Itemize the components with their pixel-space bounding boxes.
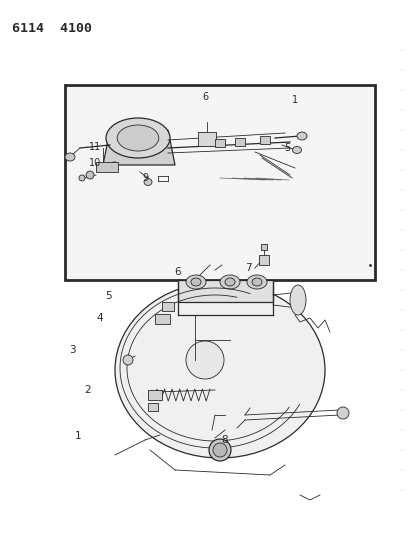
Text: 9: 9 — [142, 173, 148, 183]
Ellipse shape — [106, 118, 170, 158]
Ellipse shape — [213, 443, 227, 457]
Text: 3: 3 — [69, 345, 75, 355]
Bar — [260, 136, 270, 144]
Ellipse shape — [79, 175, 85, 181]
Text: 4: 4 — [97, 313, 103, 323]
Ellipse shape — [293, 147, 302, 154]
Bar — [96, 162, 118, 172]
Bar — [198, 132, 216, 146]
Text: 5: 5 — [105, 291, 111, 301]
Bar — [215, 139, 225, 147]
Text: 2: 2 — [85, 385, 91, 395]
Ellipse shape — [186, 275, 206, 289]
Ellipse shape — [209, 439, 231, 461]
Ellipse shape — [115, 282, 325, 458]
Text: 8: 8 — [222, 435, 228, 445]
Bar — [178, 280, 273, 302]
Polygon shape — [103, 130, 175, 165]
Ellipse shape — [144, 179, 152, 185]
Bar — [261, 244, 267, 250]
Bar — [148, 403, 158, 411]
Text: 6114  4100: 6114 4100 — [12, 22, 92, 35]
Ellipse shape — [123, 355, 133, 365]
Text: 1: 1 — [292, 95, 298, 105]
Ellipse shape — [225, 278, 235, 286]
Text: 6: 6 — [202, 92, 208, 102]
Ellipse shape — [86, 171, 94, 179]
Text: 1: 1 — [75, 431, 81, 441]
Bar — [235, 138, 245, 146]
Text: 6: 6 — [175, 267, 181, 277]
Ellipse shape — [247, 275, 267, 289]
Bar — [162, 302, 174, 311]
Ellipse shape — [65, 153, 75, 161]
Text: 7: 7 — [245, 263, 251, 273]
Ellipse shape — [186, 341, 224, 379]
Ellipse shape — [290, 285, 306, 315]
Bar — [259, 255, 269, 265]
Ellipse shape — [252, 278, 262, 286]
Ellipse shape — [117, 125, 159, 151]
Ellipse shape — [220, 275, 240, 289]
Bar — [65, 85, 375, 280]
Text: 10: 10 — [89, 158, 101, 168]
Text: 11: 11 — [89, 142, 101, 152]
Text: 5: 5 — [284, 143, 290, 153]
Bar — [148, 390, 162, 400]
Ellipse shape — [191, 278, 201, 286]
Ellipse shape — [297, 132, 307, 140]
Ellipse shape — [337, 407, 349, 419]
Bar — [155, 314, 170, 324]
